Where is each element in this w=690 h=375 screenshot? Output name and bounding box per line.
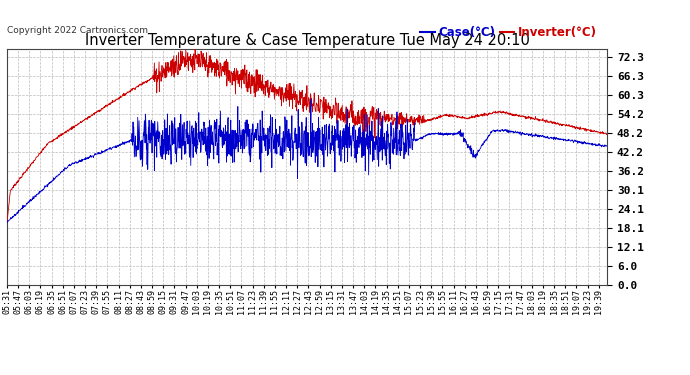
Legend: Case(°C), Inverter(°C): Case(°C), Inverter(°C) xyxy=(415,22,601,44)
Title: Inverter Temperature & Case Temperature Tue May 24 20:10: Inverter Temperature & Case Temperature … xyxy=(85,33,529,48)
Text: Copyright 2022 Cartronics.com: Copyright 2022 Cartronics.com xyxy=(7,26,148,34)
